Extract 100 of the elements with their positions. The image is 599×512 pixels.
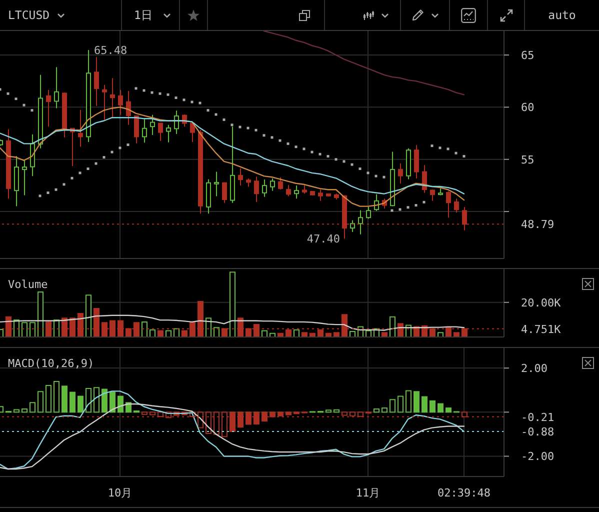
bar [62, 386, 68, 413]
bar [206, 318, 212, 337]
text: 1日 [134, 8, 153, 22]
candlestick [110, 78, 115, 119]
bar [454, 332, 460, 337]
point [230, 124, 234, 126]
bar [302, 332, 308, 337]
candlestick [118, 89, 123, 116]
bar [22, 408, 28, 413]
bar [22, 322, 28, 337]
point [198, 102, 202, 104]
point [446, 148, 450, 150]
bar [102, 388, 108, 413]
bar [334, 332, 340, 337]
point [150, 91, 154, 94]
bar [142, 321, 148, 337]
point [14, 98, 18, 100]
text: Volume [8, 278, 48, 291]
point [278, 139, 282, 142]
bar [382, 407, 388, 413]
bar [446, 407, 452, 413]
point [102, 156, 106, 159]
point [286, 142, 290, 145]
point [158, 92, 162, 95]
bar [294, 329, 300, 337]
bar [38, 391, 44, 413]
bar [14, 320, 20, 337]
x-tick-label: 10月 [108, 486, 132, 500]
point [6, 92, 10, 95]
y-tick-label: 65 [521, 49, 534, 62]
point [270, 136, 274, 139]
bar [350, 330, 356, 337]
bar [430, 400, 436, 413]
point [254, 128, 258, 132]
bar [78, 396, 84, 413]
bar [214, 327, 220, 337]
point [166, 93, 170, 96]
candlestick [142, 118, 147, 144]
bar [86, 294, 92, 337]
y-tick-label: 55 [521, 153, 534, 166]
point [366, 172, 370, 174]
point [398, 208, 402, 211]
ref-line-label: 4.751K [521, 322, 562, 336]
point [326, 154, 330, 158]
bar [38, 292, 44, 337]
candlestick [78, 109, 83, 148]
point [110, 150, 114, 154]
annotation: 65.48 [94, 44, 128, 57]
line-series [263, 31, 465, 96]
bar [46, 384, 52, 413]
bar [414, 391, 420, 413]
candlestick [102, 84, 107, 120]
point [46, 192, 50, 194]
candlestick [46, 89, 51, 128]
point [382, 176, 386, 178]
candlestick [54, 66, 59, 109]
point [30, 109, 34, 112]
point [206, 109, 210, 112]
candlestick [126, 90, 131, 126]
bar [334, 409, 340, 413]
point [374, 174, 378, 178]
candlestick [214, 171, 219, 197]
bar [366, 330, 372, 337]
point [22, 104, 26, 106]
point [462, 154, 466, 158]
text: MACD(10,26,9) [8, 357, 94, 370]
point [438, 146, 442, 150]
y-tick-label: -2.00 [521, 450, 554, 464]
ref-line-label: -0.21 [521, 410, 554, 424]
bar [118, 396, 124, 413]
bar [374, 408, 380, 413]
point [78, 172, 82, 174]
bar [422, 396, 428, 413]
candlestick [14, 156, 19, 207]
candlestick [398, 162, 403, 184]
bar [86, 388, 92, 413]
y-tick-label: 2.00 [521, 362, 548, 376]
bar [438, 403, 444, 413]
point [430, 144, 434, 148]
line-series [0, 403, 465, 470]
bar [398, 396, 404, 413]
point [222, 118, 226, 121]
point [294, 146, 298, 148]
point [54, 188, 58, 191]
point [310, 150, 314, 154]
point [302, 148, 306, 150]
point [454, 152, 458, 154]
point [174, 96, 178, 100]
candlestick [94, 56, 99, 106]
point [214, 113, 218, 116]
candlestick [6, 128, 11, 200]
candlestick [238, 168, 243, 186]
bar [94, 387, 100, 413]
point [350, 163, 354, 166]
bar [390, 399, 396, 413]
bar [30, 322, 36, 337]
bar [382, 332, 388, 337]
point [262, 134, 266, 137]
point [70, 176, 74, 180]
bar [174, 328, 180, 337]
